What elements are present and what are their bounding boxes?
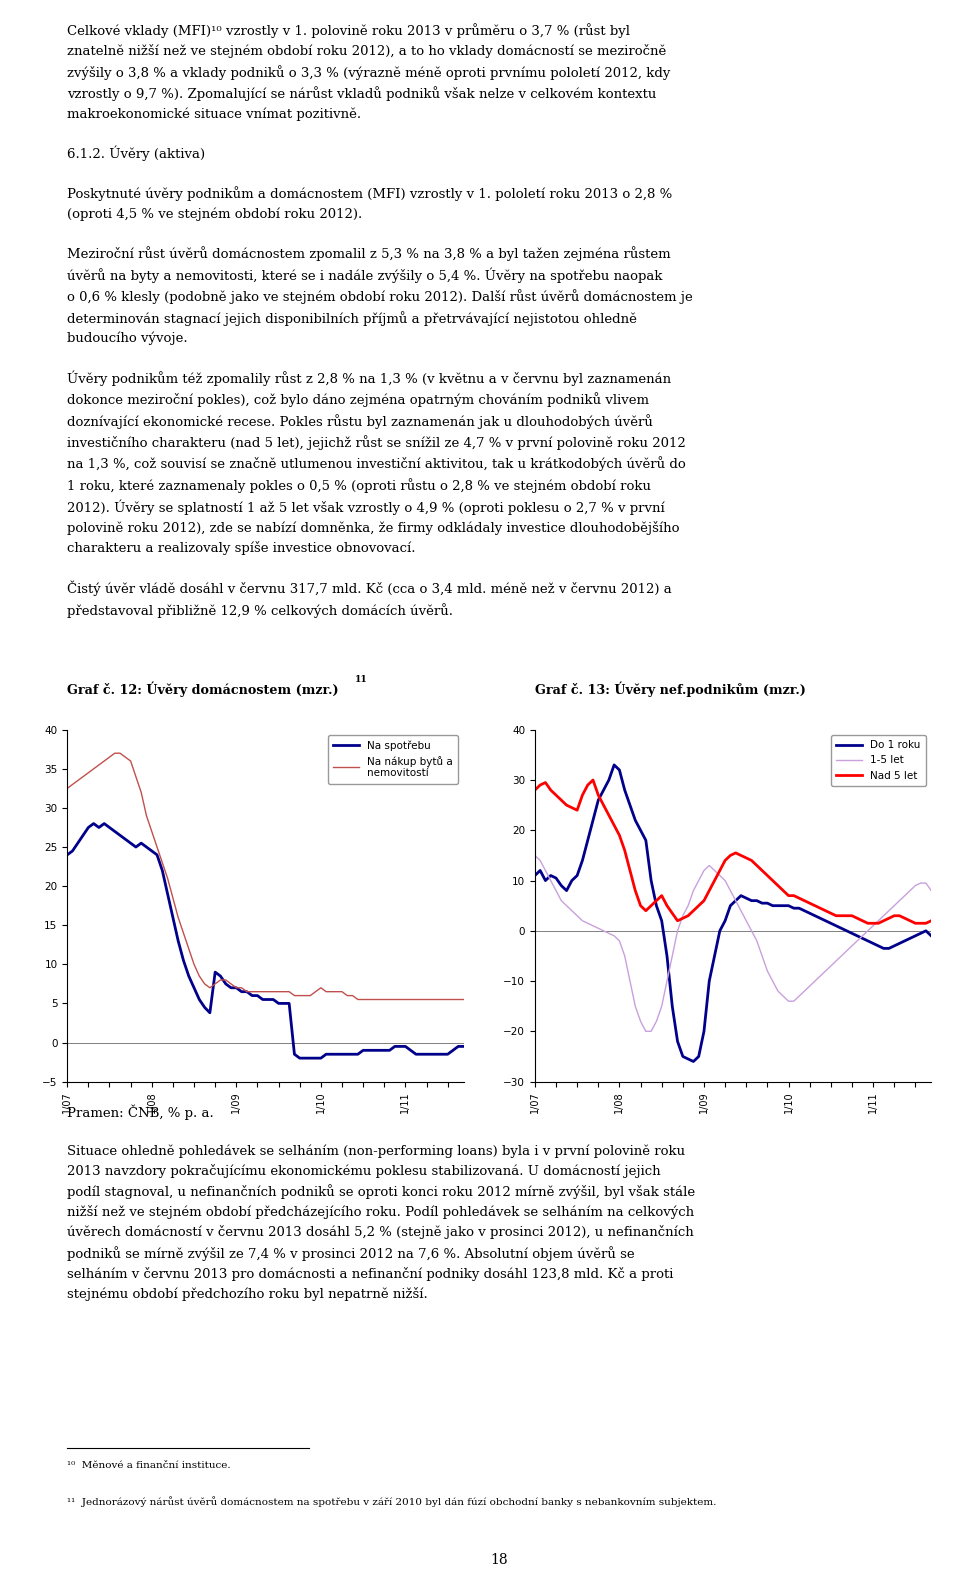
Text: 18: 18 xyxy=(491,1553,508,1567)
Legend: Do 1 roku, 1-5 let, Nad 5 let: Do 1 roku, 1-5 let, Nad 5 let xyxy=(830,734,926,786)
Text: Celkové vklady (MFI)¹⁰ vzrostly v 1. polovině roku 2013 v průměru o 3,7 % (růst : Celkové vklady (MFI)¹⁰ vzrostly v 1. pol… xyxy=(67,24,693,618)
Text: ¹¹  Jednorázový nárůst úvěrů domácnostem na spotřebu v září 2010 byl dán fúzí ob: ¹¹ Jednorázový nárůst úvěrů domácnostem … xyxy=(67,1497,716,1508)
Text: 11: 11 xyxy=(354,675,368,684)
Text: Graf č. 13: Úvěry nef.podnikům (mzr.): Graf č. 13: Úvěry nef.podnikům (mzr.) xyxy=(535,681,805,697)
Text: Graf č. 12: Úvěry domácnostem (mzr.): Graf č. 12: Úvěry domácnostem (mzr.) xyxy=(67,681,339,697)
Text: Pramen: ČNB, % p. a.

Situace ohledně pohledávek se selháním (non-performing loa: Pramen: ČNB, % p. a. Situace ohledně poh… xyxy=(67,1105,695,1301)
Legend: Na spotřebu, Na nákup bytů a
nemovitostí: Na spotřebu, Na nákup bytů a nemovitostí xyxy=(327,734,458,783)
Text: ¹⁰  Měnové a finanční instituce.: ¹⁰ Měnové a finanční instituce. xyxy=(67,1461,230,1470)
